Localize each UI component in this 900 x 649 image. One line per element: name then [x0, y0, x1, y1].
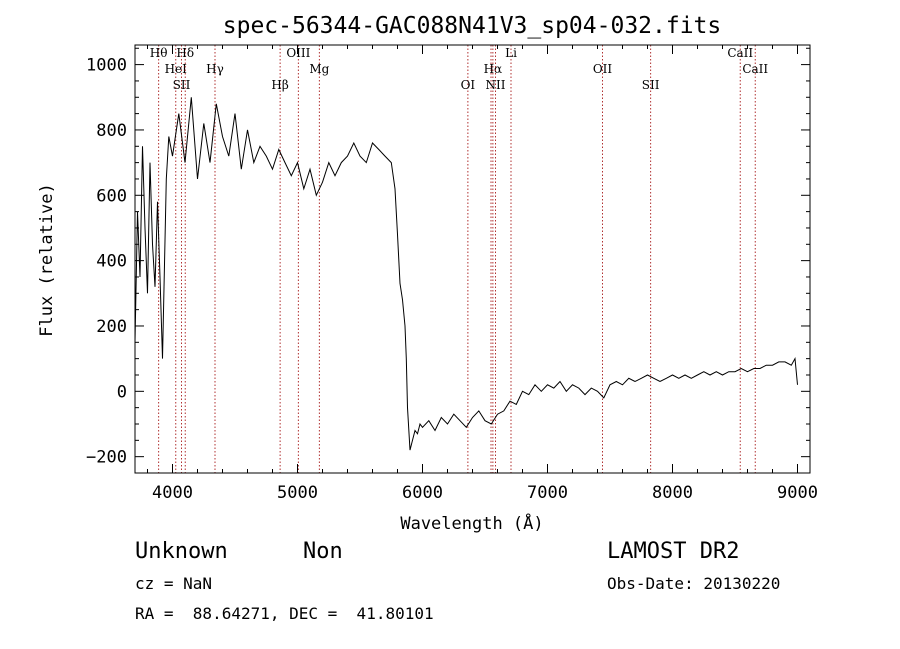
line-label: NII	[486, 78, 506, 92]
line-label: Hδ	[176, 46, 194, 60]
line-label: OIII	[286, 46, 310, 60]
line-label: HeI	[165, 62, 188, 76]
line-label: OI	[461, 78, 476, 92]
x-axis-label: Wavelength (Å)	[400, 512, 543, 534]
y-tick-label: 600	[96, 186, 127, 206]
x-tick-label: 9000	[777, 483, 818, 503]
x-tick-label: 6000	[402, 483, 443, 503]
y-tick-label: 1000	[86, 56, 127, 76]
redshift-readout: cz = NaN	[135, 574, 213, 593]
y-tick-label: 400	[96, 252, 127, 272]
spectrum-line	[134, 97, 798, 451]
line-label: CaII	[727, 46, 753, 60]
line-label: OII	[593, 62, 613, 76]
line-label: CaII	[742, 62, 768, 76]
line-label: Hβ	[271, 78, 288, 92]
y-tick-label: 800	[96, 121, 127, 141]
x-tick-label: 4000	[152, 483, 193, 503]
x-tick-label: 7000	[527, 483, 568, 503]
line-label: SII	[642, 78, 660, 92]
y-tick-label: 200	[96, 317, 127, 337]
coordinates-readout: RA = 88.64271, DEC = 41.80101	[135, 604, 434, 623]
line-label: Mg	[309, 62, 329, 76]
y-tick-label: 0	[117, 382, 127, 402]
spectral-line-markers: Hθ HeI SII Hδ Hγ Hβ OIII Mg OI Hα NII Li OII SII CaII C…	[150, 45, 768, 473]
x-tick-label: 5000	[277, 483, 318, 503]
line-label: Hγ	[206, 62, 224, 76]
line-label: Hθ	[150, 46, 168, 60]
line-label: SII	[173, 78, 191, 92]
observation-date: Obs-Date: 20130220	[607, 574, 781, 593]
plot-frame	[134, 44, 811, 474]
survey-name: LAMOST DR2	[607, 539, 740, 564]
axes: 4000 5000 6000 7000 8000 9000 −200 0 200 400 600 80…	[86, 44, 818, 503]
line-label: Hα	[484, 62, 503, 76]
line-label: Li	[505, 46, 517, 60]
chart-title: spec-56344-GAC088N41V3_sp04-032.fits	[223, 13, 722, 39]
y-axis-label: Flux (relative)	[37, 183, 57, 337]
object-class: Unknown	[135, 539, 228, 564]
object-subclass: Non	[303, 539, 343, 564]
x-tick-label: 8000	[652, 483, 693, 503]
y-tick-label: −200	[86, 448, 127, 468]
